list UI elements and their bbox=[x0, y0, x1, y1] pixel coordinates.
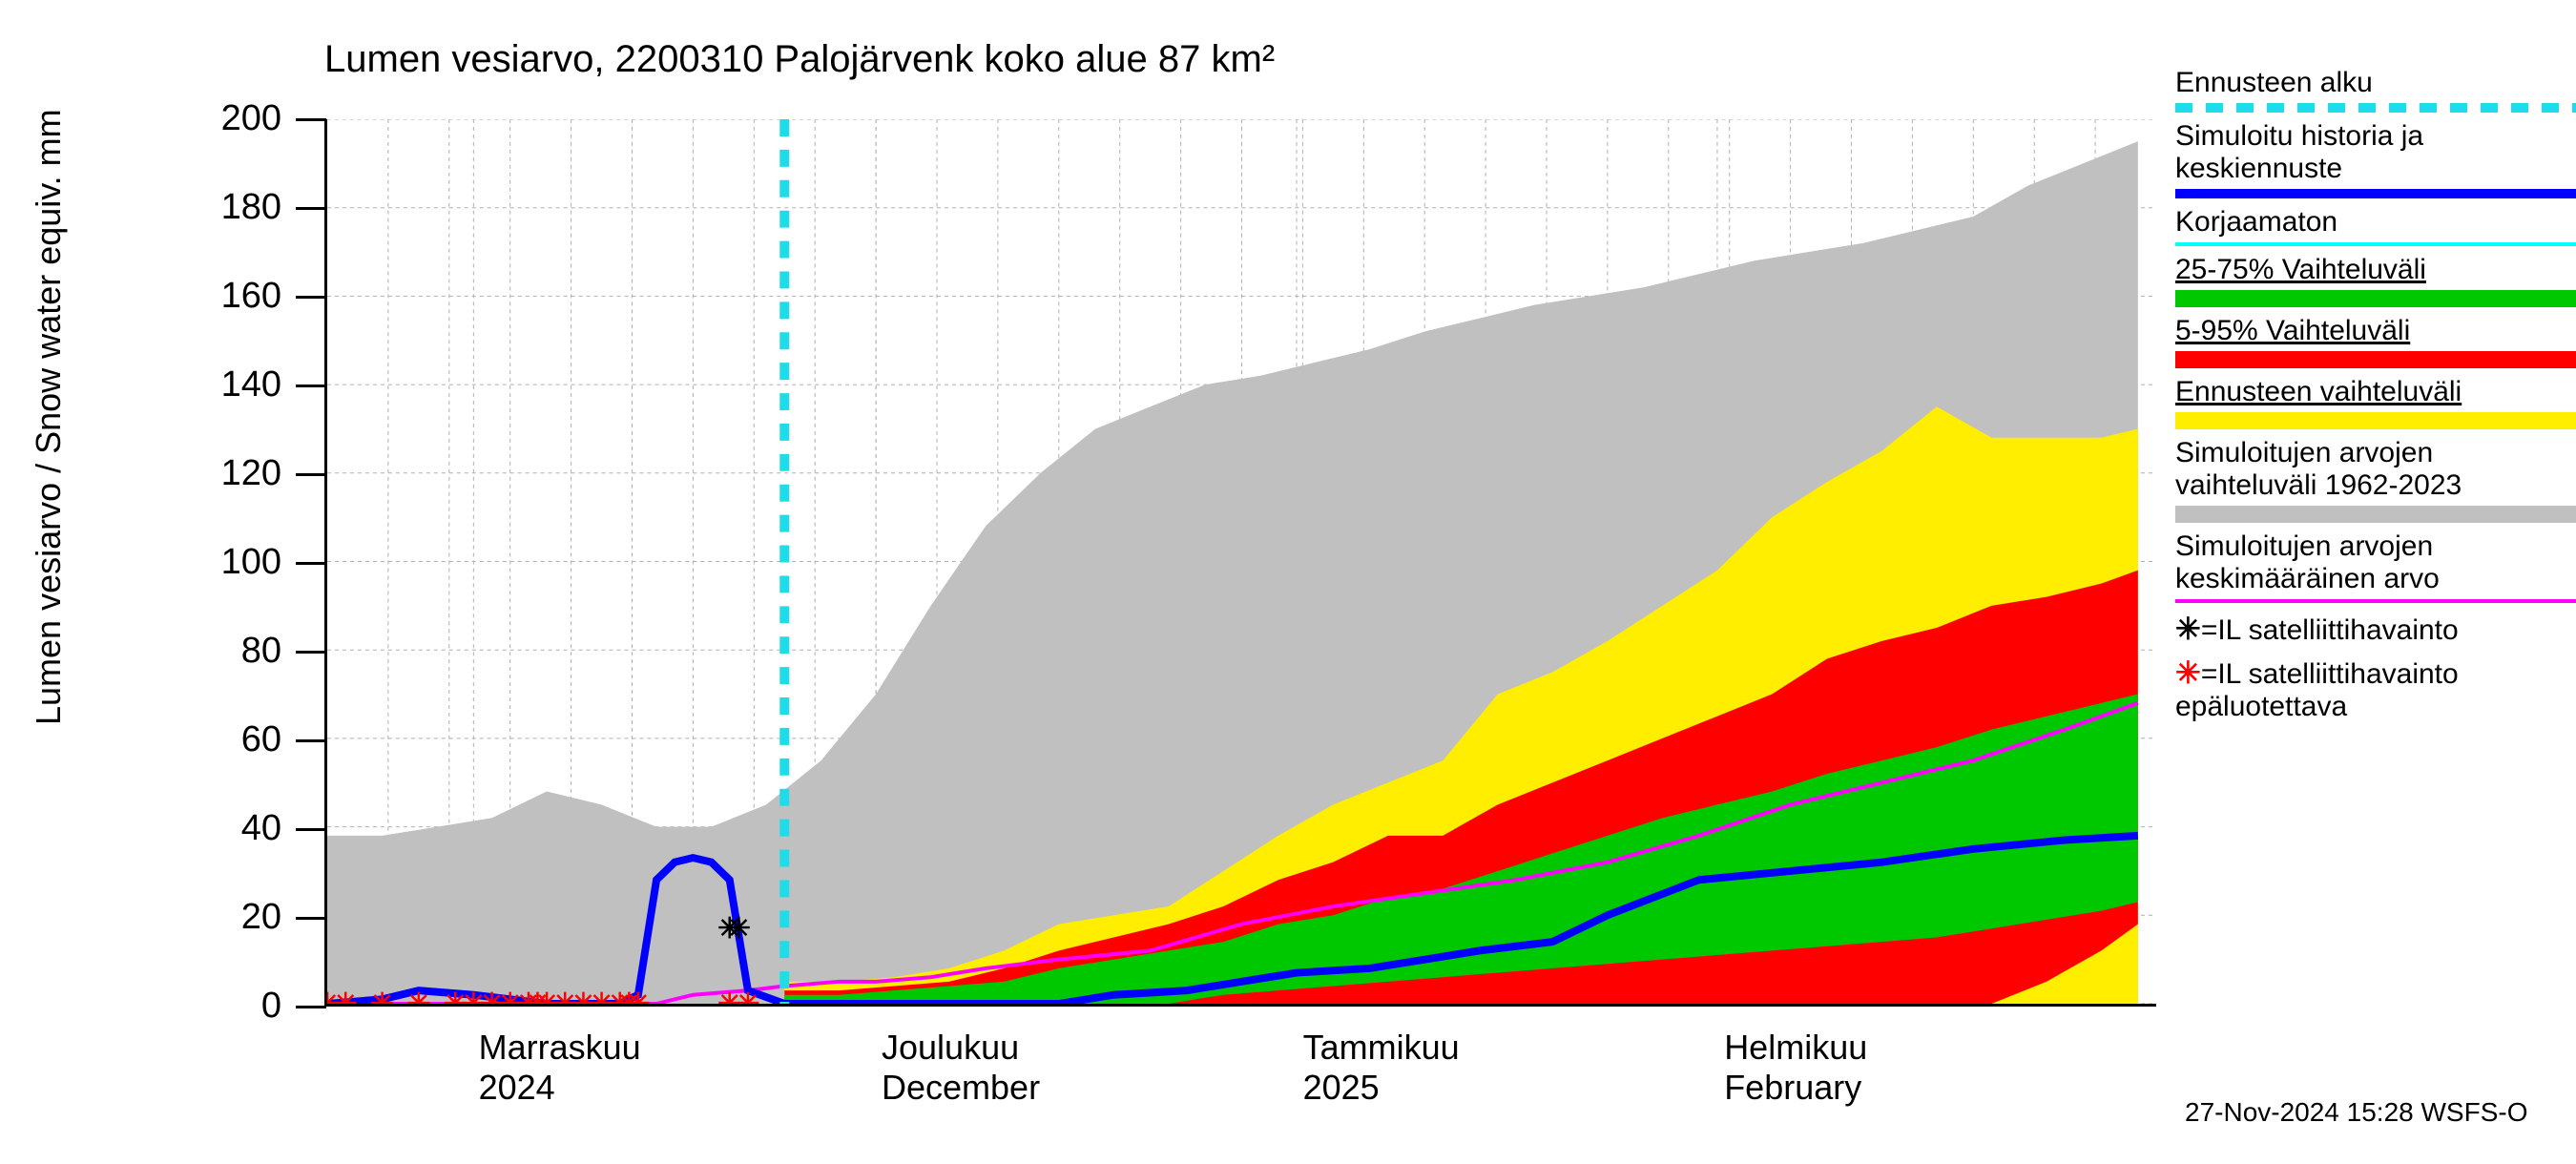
legend-label: Simuloitujen arvojen keskimääräinen arvo bbox=[2175, 530, 2576, 595]
legend-swatch bbox=[2175, 189, 2576, 198]
y-tick bbox=[296, 207, 326, 210]
legend-item: Korjaamaton bbox=[2175, 206, 2576, 246]
legend-label: ✳=IL satelliittihavainto bbox=[2175, 611, 2576, 647]
x-tick-label-bottom: February bbox=[1724, 1068, 1861, 1108]
y-axis-label: Lumen vesiarvo / Snow water equiv. mm bbox=[29, 109, 69, 725]
legend-item: 25-75% Vaihteluväli bbox=[2175, 254, 2576, 307]
legend-item: Ennusteen alku bbox=[2175, 67, 2576, 113]
footer-timestamp: 27-Nov-2024 15:28 WSFS-O bbox=[2185, 1097, 2528, 1128]
y-tick-label: 80 bbox=[177, 631, 281, 672]
legend-label: Korjaamaton bbox=[2175, 206, 2576, 239]
y-tick-label: 100 bbox=[177, 542, 281, 583]
y-tick-label: 20 bbox=[177, 897, 281, 938]
legend-swatch bbox=[2175, 506, 2576, 523]
legend-swatch bbox=[2175, 599, 2576, 603]
y-tick bbox=[296, 828, 326, 831]
legend-swatch bbox=[2175, 103, 2576, 113]
legend-label: 25-75% Vaihteluväli bbox=[2175, 254, 2576, 286]
legend-item: Simuloitu historia ja keskiennuste bbox=[2175, 120, 2576, 198]
legend-label: 5-95% Vaihteluväli bbox=[2175, 315, 2576, 347]
x-tick-label-top: Tammikuu bbox=[1303, 1028, 1460, 1068]
y-tick-label: 160 bbox=[177, 276, 281, 317]
y-tick-label: 180 bbox=[177, 187, 281, 228]
legend-marker-icon: ✳ bbox=[2175, 612, 2201, 646]
svg-text:✳: ✳ bbox=[334, 988, 358, 1004]
y-tick-label: 40 bbox=[177, 808, 281, 849]
svg-text:✳: ✳ bbox=[626, 988, 650, 1004]
x-tick-label-bottom: December bbox=[882, 1068, 1040, 1108]
y-tick bbox=[296, 651, 326, 654]
legend-item: Ennusteen vaihteluväli bbox=[2175, 376, 2576, 429]
plot-area: ✳✳✳✳✳✳✳✳✳✳✳✳✳✳✳✳✳✳✳✳✳ bbox=[324, 119, 2156, 1007]
legend-item: Simuloitujen arvojen keskimääräinen arvo bbox=[2175, 530, 2576, 603]
legend-label: Simuloitujen arvojen vaihteluväli 1962-2… bbox=[2175, 437, 2576, 502]
y-tick bbox=[296, 118, 326, 121]
legend-swatch bbox=[2175, 351, 2576, 368]
y-tick-label: 200 bbox=[177, 98, 281, 139]
x-tick-label-top: Helmikuu bbox=[1724, 1028, 1867, 1068]
y-tick-label: 0 bbox=[177, 986, 281, 1027]
y-tick bbox=[296, 562, 326, 565]
y-tick-label: 60 bbox=[177, 719, 281, 760]
legend-label: Simuloitu historia ja keskiennuste bbox=[2175, 120, 2576, 185]
svg-text:✳: ✳ bbox=[727, 913, 751, 945]
y-tick bbox=[296, 385, 326, 387]
y-tick bbox=[296, 1006, 326, 1008]
legend-item: Simuloitujen arvojen vaihteluväli 1962-2… bbox=[2175, 437, 2576, 523]
legend-item: ✳=IL satelliittihavainto epäluotettava bbox=[2175, 655, 2576, 723]
x-tick-label-top: Joulukuu bbox=[882, 1028, 1019, 1068]
legend-label: Ennusteen vaihteluväli bbox=[2175, 376, 2576, 408]
plot-svg: ✳✳✳✳✳✳✳✳✳✳✳✳✳✳✳✳✳✳✳✳✳ bbox=[327, 119, 2156, 1004]
chart-title: Lumen vesiarvo, 2200310 Palojärvenk koko… bbox=[324, 38, 1275, 81]
x-tick-label-bottom: 2024 bbox=[479, 1068, 555, 1108]
svg-text:✳: ✳ bbox=[406, 988, 430, 1004]
y-tick bbox=[296, 473, 326, 476]
y-tick-label: 120 bbox=[177, 453, 281, 494]
y-tick bbox=[296, 917, 326, 920]
x-tick-label-bottom: 2025 bbox=[1303, 1068, 1380, 1108]
legend-swatch bbox=[2175, 290, 2576, 307]
x-tick-label-top: Marraskuu bbox=[479, 1028, 641, 1068]
legend-label: ✳=IL satelliittihavainto epäluotettava bbox=[2175, 655, 2576, 723]
legend-item: 5-95% Vaihteluväli bbox=[2175, 315, 2576, 368]
legend-swatch bbox=[2175, 412, 2576, 429]
y-tick-label: 140 bbox=[177, 364, 281, 405]
legend-swatch bbox=[2175, 242, 2576, 246]
legend: Ennusteen alku Simuloitu historia ja kesk… bbox=[2175, 67, 2576, 731]
snow-water-chart: Lumen vesiarvo, 2200310 Palojärvenk koko… bbox=[10, 10, 2576, 1154]
legend-marker-icon: ✳ bbox=[2175, 655, 2201, 690]
svg-text:✳: ✳ bbox=[736, 988, 759, 1004]
y-tick bbox=[296, 296, 326, 299]
legend-item: ✳=IL satelliittihavainto bbox=[2175, 611, 2576, 647]
y-tick bbox=[296, 739, 326, 742]
svg-text:✳: ✳ bbox=[370, 988, 394, 1004]
legend-label: Ennusteen alku bbox=[2175, 67, 2576, 99]
